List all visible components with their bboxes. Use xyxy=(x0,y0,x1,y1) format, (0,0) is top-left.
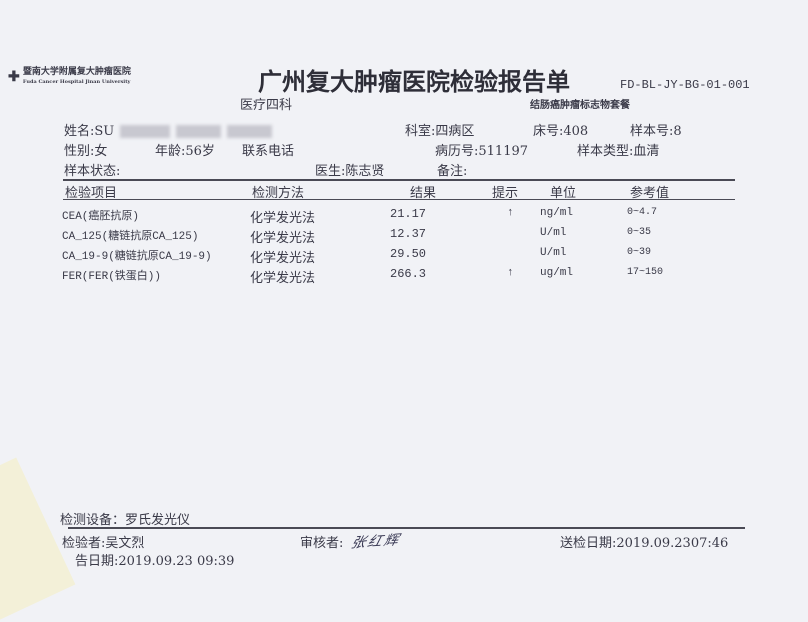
remark: 备注: xyxy=(437,164,468,179)
test-item: CA_125(糖链抗原CA_125) xyxy=(62,231,199,243)
submit-date: 送检日期:2019.09.2307:46 xyxy=(560,536,729,551)
tester: 检验者:吴文烈 xyxy=(62,536,145,551)
reference-range: 0~39 xyxy=(627,247,652,258)
hospital-logo: ✚ 暨南大学附属复大肿瘤医院 Fuda Cancer Hospital Jina… xyxy=(8,68,131,87)
header-unit: 单位 xyxy=(550,186,577,201)
name-label: 姓名: xyxy=(64,124,95,139)
department: 医疗四科 xyxy=(240,98,293,113)
sample-number: 样本号:8 xyxy=(630,124,682,139)
test-result: 12.37 xyxy=(390,227,427,241)
test-method: 化学发光法 xyxy=(250,271,316,286)
redaction xyxy=(227,125,273,138)
logo-icon: ✚ xyxy=(8,69,20,85)
logo-cn: 暨南大学附属复大肿瘤医院 xyxy=(22,67,131,77)
phone-label: 联系电话 xyxy=(242,144,295,159)
header-ref: 参考值 xyxy=(630,186,670,201)
test-item: CEA(癌胚抗原) xyxy=(62,211,140,223)
test-unit: U/ml xyxy=(540,247,567,259)
header-item: 检验项目 xyxy=(65,186,118,201)
reference-range: 0~35 xyxy=(627,227,652,238)
divider xyxy=(68,527,745,529)
test-method: 化学发光法 xyxy=(250,231,316,246)
sample-status: 样本状态: xyxy=(64,164,121,179)
name-value: SU xyxy=(94,124,115,139)
report-title: 广州复大肿瘤医院检验报告单 xyxy=(258,67,570,96)
test-package: 结肠癌肿瘤标志物套餐 xyxy=(530,100,630,111)
reviewer-signature: 张红辉 xyxy=(349,532,403,552)
doctor: 医生:陈志贤 xyxy=(315,164,385,179)
test-unit: ng/ml xyxy=(540,207,574,219)
patient-name: 姓名:SU xyxy=(64,120,273,139)
bed-number: 床号:408 xyxy=(533,124,589,139)
divider xyxy=(63,199,735,200)
reference-range: 17~150 xyxy=(627,267,664,278)
header-result: 结果 xyxy=(410,186,437,201)
test-unit: ug/ml xyxy=(540,267,574,279)
device: 检测设备：罗氏发光仪 xyxy=(60,513,191,528)
ward: 科室:四病区 xyxy=(405,124,475,139)
reviewer-label: 审核者: xyxy=(300,536,344,551)
divider xyxy=(63,179,735,181)
flag-arrow-icon: ↑ xyxy=(507,267,514,279)
report-date: 告日期:2019.09.23 09:39 xyxy=(75,554,235,569)
logo-en: Fuda Cancer Hospital Jinan University xyxy=(22,79,131,85)
record-number: 病历号:511197 xyxy=(435,144,529,159)
header-flag: 提示 xyxy=(492,186,519,201)
test-result: 21.17 xyxy=(390,207,427,221)
age: 年龄:56岁 xyxy=(155,144,215,159)
test-unit: U/ml xyxy=(540,227,567,239)
sample-type: 样本类型:血清 xyxy=(577,144,660,159)
redaction xyxy=(120,125,171,138)
form-code: FD-BL-JY-BG-01-001 xyxy=(620,78,750,92)
reference-range: 0~4.7 xyxy=(627,207,658,218)
test-result: 266.3 xyxy=(390,267,427,281)
header-method: 检测方法 xyxy=(252,186,305,201)
test-result: 29.50 xyxy=(390,247,427,261)
test-method: 化学发光法 xyxy=(250,251,316,266)
test-method: 化学发光法 xyxy=(250,211,316,226)
redaction xyxy=(176,125,222,138)
test-item: CA_19-9(糖链抗原CA_19-9) xyxy=(62,251,212,263)
flag-arrow-icon: ↑ xyxy=(507,207,514,219)
sex: 性别:女 xyxy=(64,144,108,159)
test-item: FER(FER(铁蛋白)) xyxy=(62,271,162,283)
